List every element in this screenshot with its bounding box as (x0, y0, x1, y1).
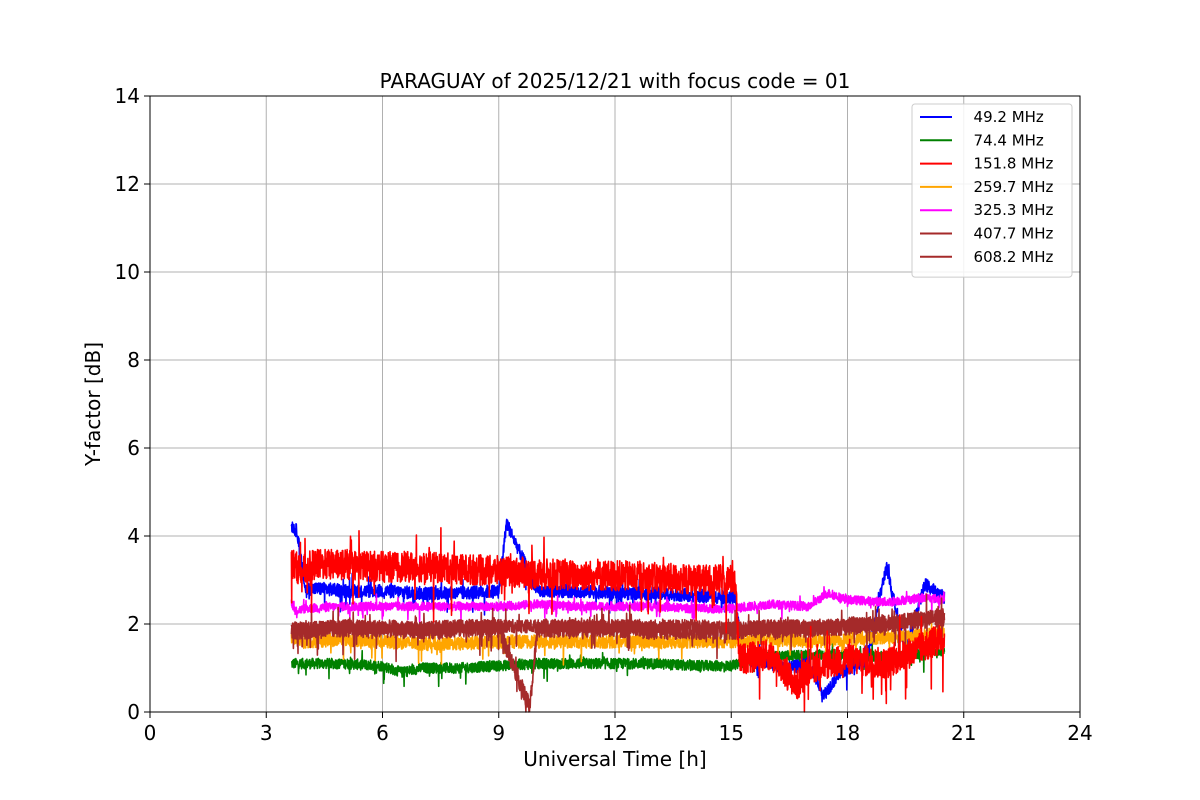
y-tick-label: 8 (127, 348, 140, 372)
x-tick-label: 9 (492, 721, 505, 745)
legend-label: 259.7 MHz (964, 178, 1053, 196)
series-layer (290, 518, 946, 713)
x-tick-label: 18 (835, 721, 860, 745)
legend-label: 608.2 MHz (964, 248, 1053, 266)
legend-label: 407.7 MHz (964, 225, 1053, 243)
x-tick-label: 3 (260, 721, 273, 745)
y-tick-label: 4 (127, 524, 140, 548)
series-line (290, 527, 946, 713)
legend-label: 49.2 MHz (964, 108, 1044, 126)
series-line (290, 593, 946, 713)
series-line (290, 614, 946, 666)
x-tick-label: 21 (951, 721, 976, 745)
x-axis-label: Universal Time [h] (523, 747, 706, 771)
chart-title: PARAGUAY of 2025/12/21 with focus code =… (380, 69, 851, 93)
legend-label: 74.4 MHz (964, 131, 1044, 149)
y-tick-label: 14 (115, 84, 140, 108)
y-tick-label: 6 (127, 436, 140, 460)
y-tick-label: 12 (115, 172, 140, 196)
x-tick-label: 6 (376, 721, 389, 745)
y-tick-label: 0 (127, 700, 140, 724)
y-axis-label: Y-factor [dB] (81, 342, 105, 467)
x-tick-label: 24 (1067, 721, 1092, 745)
x-tick-label: 0 (144, 721, 157, 745)
x-tick-label: 12 (602, 721, 627, 745)
series-line (290, 586, 946, 624)
legend-label: 325.3 MHz (964, 201, 1053, 219)
series-line (290, 518, 946, 703)
legend-label: 151.8 MHz (964, 155, 1053, 173)
y-tick-label: 2 (127, 612, 140, 636)
x-tick-label: 15 (719, 721, 744, 745)
legend: 49.2 MHz 74.4 MHz 151.8 MHz 259.7 MHz 32… (911, 103, 1073, 278)
y-tick-label: 10 (115, 260, 140, 284)
